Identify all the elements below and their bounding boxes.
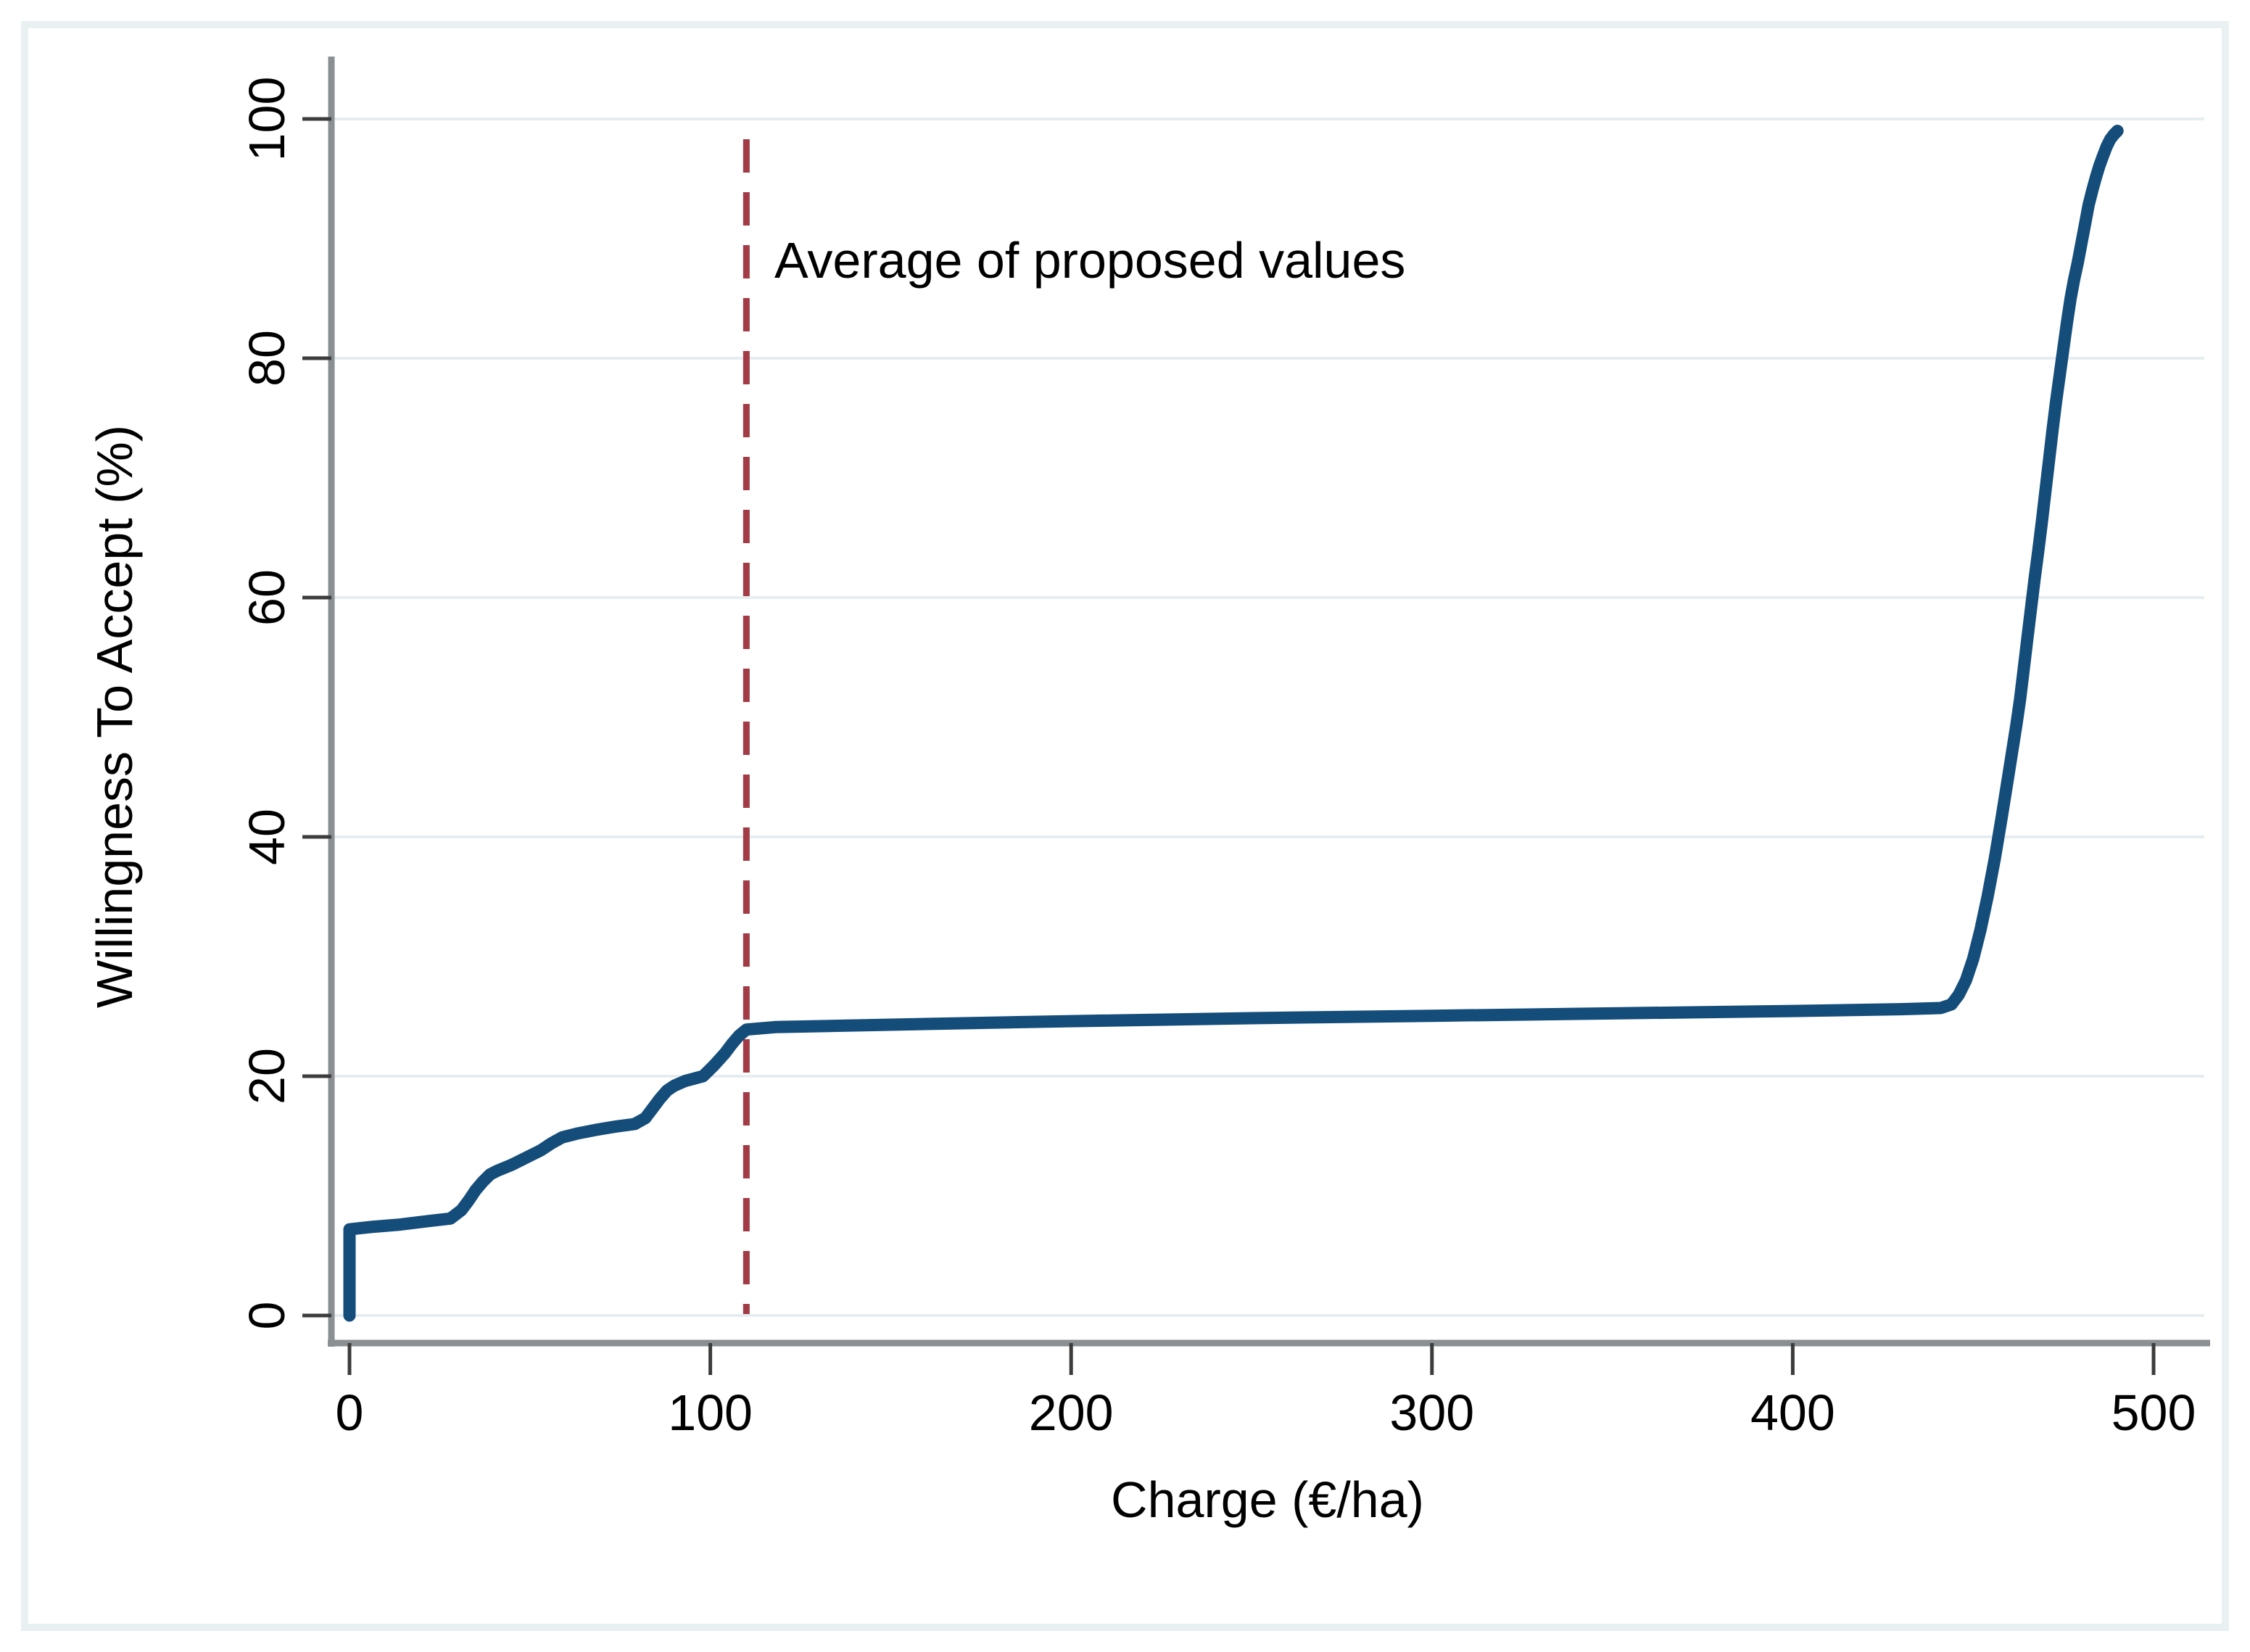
x-tick-label-100: 100 [668,1384,753,1441]
wta-curve [343,125,2124,1322]
x-tick-label-200: 200 [1029,1384,1114,1441]
x-axis-ticks [347,1343,2156,1375]
y-axis-tick-labels: 0 20 40 60 80 100 [239,77,295,1330]
y-tick-label-40: 40 [239,809,295,865]
y-tick-label-20: 20 [239,1048,295,1104]
y-tick-label-60: 60 [239,569,295,626]
x-tick-label-300: 300 [1389,1384,1474,1441]
x-tick-label-500: 500 [2112,1384,2196,1441]
x-tick-label-400: 400 [1750,1384,1835,1441]
y-tick-label-80: 80 [239,330,295,387]
y-tick-label-0: 0 [239,1302,295,1330]
x-tick-label-0: 0 [336,1384,364,1441]
y-axis-ticks [302,117,331,1318]
reference-line-label: Average of proposed values [774,232,1405,289]
x-axis-tick-labels: 0 100 200 300 400 500 [336,1384,2196,1441]
figure-border [21,21,2229,1631]
gridlines [331,117,2204,1317]
x-axis-title: Charge (€/ha) [1111,1471,1424,1528]
y-axis-title: Willingness To Accept (%) [86,425,143,1008]
y-tick-label-100: 100 [239,77,295,162]
